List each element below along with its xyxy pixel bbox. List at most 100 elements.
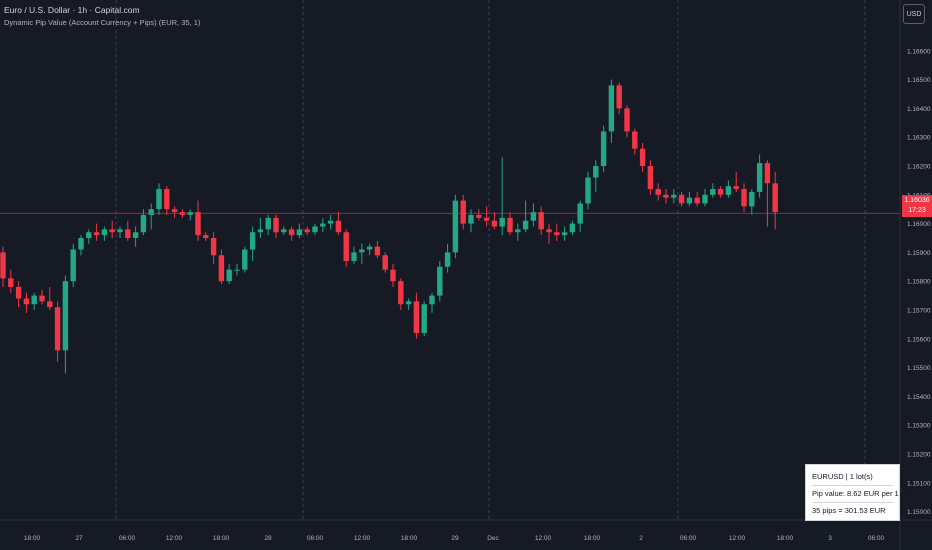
y-tick-label: 1.16500 — [907, 77, 931, 84]
candle-body — [530, 212, 537, 221]
x-tick-label: 18:00 — [584, 535, 601, 542]
candle-body — [398, 281, 404, 305]
x-tick-label: 06:00 — [868, 535, 885, 542]
candle-body — [647, 166, 654, 190]
candle-body — [515, 229, 521, 233]
candle-body — [624, 108, 630, 132]
last-price-tag: 1.16036 17:23 — [902, 195, 932, 217]
candle-body — [632, 131, 638, 149]
info-line-pip-value: Pip value: 8.62 EUR per 1 pip — [812, 485, 911, 502]
info-line-symbol: EURUSD | 1 lot(s) — [812, 472, 873, 481]
candle-body — [756, 163, 763, 192]
y-tick-label: 1.15600 — [907, 336, 931, 343]
candle-body — [273, 217, 279, 233]
x-tick-label: Dec — [487, 535, 499, 542]
x-tick-label: 18:00 — [777, 535, 794, 542]
candle-body — [327, 220, 334, 224]
x-tick-label: 18:00 — [401, 535, 418, 542]
candle-body — [561, 232, 568, 236]
candle-body — [156, 189, 162, 210]
candle-body — [78, 238, 84, 250]
y-tick-label: 1.16400 — [907, 106, 931, 113]
candle-body — [366, 246, 373, 250]
x-tick-label: 18:00 — [24, 535, 41, 542]
candle-body — [546, 229, 552, 233]
candle-body — [101, 229, 108, 236]
indicator-label[interactable]: Dynamic Pip Value (Account Currency + Pi… — [4, 18, 201, 27]
candle-body — [522, 220, 529, 230]
candle-body — [23, 298, 30, 305]
candle-body — [218, 255, 225, 282]
candle-body — [195, 212, 201, 236]
candle-body — [86, 232, 92, 238]
candle-body — [109, 229, 115, 233]
candle-body — [390, 269, 396, 282]
candle-body — [437, 266, 443, 296]
candle-body — [764, 163, 771, 184]
candle-body — [491, 220, 498, 227]
candle-body — [538, 212, 544, 230]
candle-body — [164, 189, 170, 210]
y-tick-label: 1.16000 — [907, 221, 931, 228]
y-tick-label: 1.15000 — [907, 509, 931, 516]
candle-body — [374, 246, 381, 256]
candle-body — [125, 229, 131, 238]
candle-body — [671, 194, 677, 198]
candle-body — [733, 186, 739, 190]
candle-body — [421, 304, 427, 334]
y-tick-label: 1.15200 — [907, 452, 931, 459]
x-tick-label: 27 — [75, 535, 83, 542]
chart-title: Euro / U.S. Dollar · 1h · Capital.com — [4, 5, 140, 15]
candle-body — [554, 232, 560, 236]
candle-body — [47, 301, 53, 308]
candle-body — [717, 189, 724, 195]
candle-body — [749, 191, 755, 207]
candle-body — [54, 307, 61, 351]
candle-body — [70, 249, 76, 282]
x-tick-label: 3 — [828, 535, 832, 542]
candle-body — [0, 252, 6, 279]
candle-body — [39, 295, 45, 302]
bar-countdown: 17:23 — [908, 207, 926, 214]
x-tick-label: 2 — [639, 535, 643, 542]
candle-body — [694, 197, 700, 204]
x-tick-label: 12:00 — [729, 535, 746, 542]
candle-body — [608, 85, 615, 132]
candle-body — [296, 229, 303, 236]
candle-body — [663, 194, 669, 198]
x-tick-label: 18:00 — [213, 535, 230, 542]
candle-body — [655, 189, 661, 195]
x-tick-label: 12:00 — [354, 535, 371, 542]
candle-body — [359, 249, 365, 253]
candle-body — [210, 238, 217, 256]
x-tick-label: 12:00 — [166, 535, 183, 542]
candle-body — [93, 232, 100, 236]
candle-body — [476, 214, 482, 218]
candle-body — [343, 232, 349, 262]
candle-body — [585, 177, 591, 204]
candle-body — [452, 200, 459, 253]
candle-body — [8, 278, 14, 287]
last-price-value: 1.16036 — [904, 197, 930, 204]
y-tick-label: 1.15900 — [907, 250, 931, 257]
y-tick-label: 1.16300 — [907, 135, 931, 142]
candle-body — [31, 295, 37, 305]
x-tick-label: 06:00 — [119, 535, 136, 542]
candle-body — [725, 186, 732, 195]
candle-body — [234, 269, 240, 271]
y-tick-label: 1.15500 — [907, 365, 931, 372]
candle-body — [226, 269, 232, 282]
candle-body — [569, 223, 576, 233]
y-tick-label: 1.15700 — [907, 308, 931, 315]
candle-body — [203, 235, 209, 238]
candle-body — [132, 232, 139, 238]
candle-body — [600, 131, 607, 166]
candle-body — [242, 249, 248, 270]
x-tick-label: 06:00 — [680, 535, 697, 542]
candle-body — [444, 252, 451, 267]
info-line-pip-total: 35 pips = 301.53 EUR — [812, 502, 893, 519]
currency-button[interactable]: USD — [903, 4, 925, 24]
candle-body — [148, 209, 154, 215]
y-tick-label: 1.16600 — [907, 48, 931, 55]
